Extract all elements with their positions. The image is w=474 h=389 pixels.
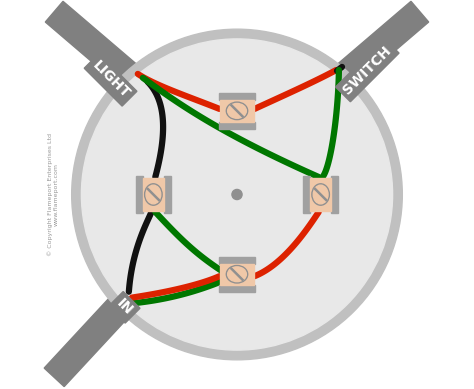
Bar — [219, 285, 255, 292]
Bar — [219, 257, 255, 264]
Bar — [220, 100, 254, 121]
Text: SWITCH: SWITCH — [340, 43, 394, 97]
Circle shape — [232, 189, 242, 200]
Bar — [310, 178, 331, 211]
Ellipse shape — [145, 184, 162, 205]
Circle shape — [82, 39, 392, 350]
Ellipse shape — [226, 102, 248, 120]
Text: © Copyright Flameport Enterprises Ltd
www.flameport.com: © Copyright Flameport Enterprises Ltd ww… — [48, 133, 59, 256]
Text: IN: IN — [113, 296, 135, 318]
Polygon shape — [46, 1, 170, 114]
Polygon shape — [44, 261, 164, 387]
Ellipse shape — [226, 266, 248, 283]
Bar — [220, 264, 254, 285]
Ellipse shape — [146, 185, 161, 204]
Ellipse shape — [228, 267, 246, 282]
Bar — [136, 176, 143, 213]
Bar — [219, 93, 255, 100]
Circle shape — [72, 29, 402, 360]
Text: LIGHT: LIGHT — [89, 58, 132, 101]
Bar — [219, 121, 255, 129]
Ellipse shape — [313, 185, 328, 204]
Polygon shape — [304, 1, 428, 114]
Bar — [143, 178, 164, 211]
Bar — [303, 176, 310, 213]
Ellipse shape — [228, 103, 246, 118]
Bar — [164, 176, 171, 213]
Bar — [331, 176, 338, 213]
Ellipse shape — [312, 184, 329, 205]
